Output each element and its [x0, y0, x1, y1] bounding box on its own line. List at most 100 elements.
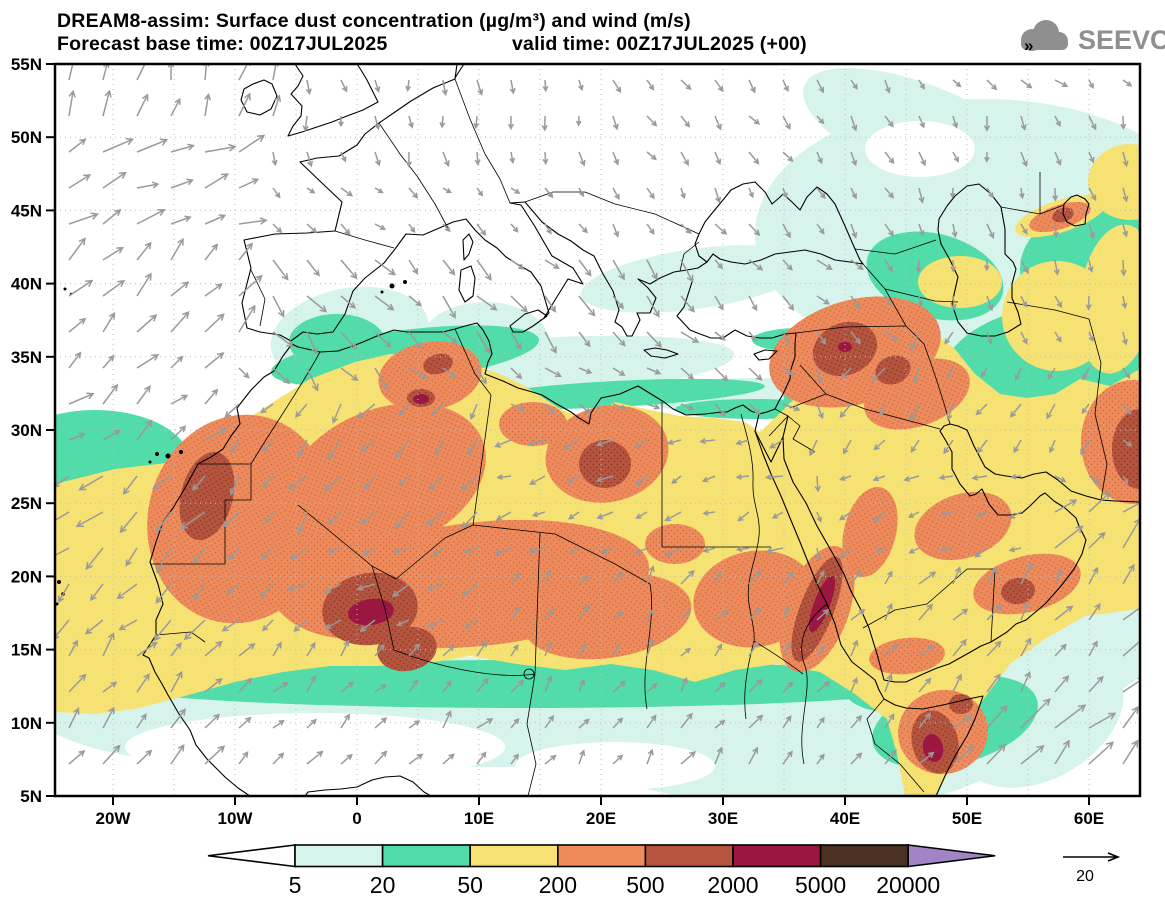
wind-arrow — [204, 640, 223, 657]
wind-arrow — [1054, 675, 1070, 693]
wind-arrow — [1088, 115, 1097, 131]
wind-arrow — [975, 403, 988, 416]
wind-arrow — [324, 619, 342, 630]
colorbar-segment — [819, 844, 909, 868]
country-borders — [150, 78, 1108, 796]
wind-arrow — [915, 259, 922, 274]
wind-arrow — [469, 403, 478, 420]
wind-arrow — [816, 331, 827, 345]
wind-arrow — [952, 608, 969, 621]
wind-arrow — [192, 475, 206, 491]
wind-arrow — [363, 475, 376, 491]
wind-arrow — [1054, 331, 1062, 343]
wind-arrow — [360, 511, 376, 525]
wind-arrow — [950, 259, 957, 273]
wind-arrow — [544, 367, 562, 377]
wind-arrow — [1122, 499, 1140, 513]
wind-arrow — [884, 187, 895, 199]
wind-arrow — [612, 717, 624, 729]
wind-arrow — [272, 641, 282, 657]
wind-arrow — [238, 643, 256, 657]
wind-arrow — [782, 331, 790, 345]
wind-arrow — [272, 681, 289, 693]
wind-arrow — [986, 331, 993, 345]
wind-arrow — [578, 295, 596, 317]
wind-arrow — [260, 403, 274, 414]
wind-arrow — [426, 619, 444, 628]
wind-arrow — [544, 754, 557, 765]
wind-arrow — [1014, 367, 1022, 382]
wind-arrow — [612, 572, 623, 585]
wind-arrow — [646, 367, 662, 375]
wind-arrow — [748, 151, 760, 165]
wind-arrow — [1013, 439, 1022, 454]
wind-arrow — [544, 403, 556, 416]
wind-arrow — [442, 710, 452, 729]
wind-arrow — [1122, 706, 1139, 729]
wind-arrow — [395, 619, 410, 627]
wind-arrow — [1020, 637, 1032, 657]
wind-arrow — [918, 712, 932, 729]
wind-arrow — [809, 439, 818, 457]
wind-arrow — [782, 151, 794, 162]
wind-arrow — [983, 259, 990, 272]
wind-arrow — [119, 511, 138, 534]
wind-arrow — [714, 367, 729, 382]
wind-arrow — [918, 151, 927, 167]
wind-arrow — [442, 223, 451, 233]
wind-arrow — [884, 223, 894, 237]
wind-arrow — [204, 283, 223, 297]
wind-arrow — [544, 675, 553, 693]
wind-arrow — [910, 403, 920, 421]
wind-arrow — [179, 511, 206, 530]
colorbar-level-label: 20 — [370, 872, 396, 898]
wind-arrow — [306, 718, 317, 729]
wind-arrow — [340, 753, 353, 765]
wind-arrow — [1122, 223, 1129, 238]
wind-arrow — [204, 143, 237, 153]
wind-arrow — [89, 583, 104, 602]
figure-title: DREAM8-assim: Surface dust concentration… — [57, 10, 691, 32]
wind-arrow — [816, 608, 830, 621]
wind-arrow — [204, 243, 219, 261]
wind-arrow — [297, 511, 308, 535]
wind-arrow — [680, 367, 695, 380]
wind-arrow — [528, 547, 546, 554]
wind-arrow — [918, 644, 935, 657]
wind-arrow — [425, 511, 444, 526]
wind-arrow — [612, 223, 620, 238]
wind-arrow — [432, 547, 444, 557]
wind-arrow — [816, 187, 826, 200]
wind-arrow — [884, 749, 897, 765]
wind-arrow — [1020, 698, 1051, 729]
wind-arrow — [748, 331, 757, 342]
wind-arrow — [204, 713, 221, 729]
wind-arrow — [567, 475, 580, 483]
wind-arrow — [327, 511, 342, 525]
wind-arrow — [918, 751, 935, 765]
wind-arrow — [1054, 499, 1078, 513]
wind-arrow — [340, 187, 354, 197]
wind-arrow — [872, 475, 886, 482]
wind-arrow — [102, 89, 112, 117]
wind-arrow — [429, 475, 444, 491]
wind-arrow — [1010, 473, 1022, 480]
wind-arrow — [1054, 605, 1074, 621]
wind-arrow — [595, 439, 614, 447]
wind-arrow — [816, 511, 822, 523]
wind-arrow — [917, 295, 924, 307]
wind-arrow — [595, 475, 614, 483]
wind-arrow — [1082, 367, 1090, 381]
wind-arrow — [1088, 531, 1106, 549]
wind-arrow — [374, 717, 388, 729]
wind-arrow — [1088, 491, 1111, 513]
wind-arrow — [976, 511, 988, 518]
wind-arrow — [1088, 675, 1104, 693]
wind-arrow — [68, 432, 86, 441]
wind-arrow — [850, 79, 858, 90]
wind-arrow — [680, 259, 694, 283]
wind-arrow — [102, 171, 127, 189]
wind-arrow — [362, 547, 376, 556]
wind-arrow — [735, 439, 750, 446]
wind-arrow — [918, 571, 937, 585]
